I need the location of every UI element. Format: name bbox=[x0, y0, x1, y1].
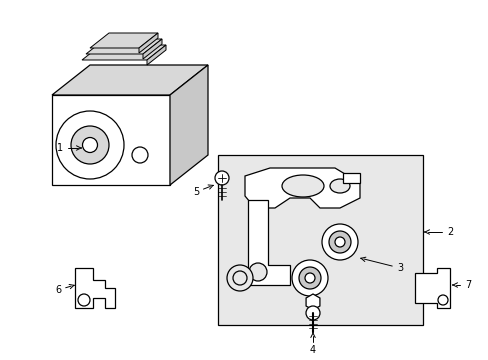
Circle shape bbox=[328, 231, 350, 253]
Ellipse shape bbox=[71, 126, 109, 164]
Text: 6: 6 bbox=[55, 285, 61, 295]
Polygon shape bbox=[244, 168, 359, 208]
Text: 3: 3 bbox=[396, 263, 402, 273]
Text: 1: 1 bbox=[57, 143, 63, 153]
Circle shape bbox=[232, 271, 246, 285]
Polygon shape bbox=[414, 268, 449, 308]
Text: 4: 4 bbox=[309, 345, 315, 355]
Circle shape bbox=[226, 265, 252, 291]
Ellipse shape bbox=[282, 175, 324, 197]
Polygon shape bbox=[75, 268, 115, 308]
Circle shape bbox=[78, 294, 90, 306]
Polygon shape bbox=[247, 200, 289, 285]
Text: 7: 7 bbox=[464, 280, 470, 290]
Bar bbox=[218, 155, 422, 325]
Polygon shape bbox=[86, 39, 162, 54]
Polygon shape bbox=[305, 294, 319, 310]
Ellipse shape bbox=[82, 138, 97, 153]
Circle shape bbox=[298, 267, 320, 289]
Polygon shape bbox=[52, 65, 207, 95]
Circle shape bbox=[321, 224, 357, 260]
Circle shape bbox=[305, 273, 314, 283]
Text: 5: 5 bbox=[192, 187, 199, 197]
Circle shape bbox=[291, 260, 327, 296]
Text: 2: 2 bbox=[446, 227, 452, 237]
Circle shape bbox=[305, 306, 319, 320]
Circle shape bbox=[215, 171, 228, 185]
Ellipse shape bbox=[56, 111, 124, 179]
Polygon shape bbox=[139, 33, 158, 53]
Polygon shape bbox=[170, 65, 207, 185]
Polygon shape bbox=[52, 95, 170, 185]
Polygon shape bbox=[342, 173, 359, 183]
Polygon shape bbox=[147, 45, 165, 65]
Polygon shape bbox=[142, 39, 162, 59]
Circle shape bbox=[334, 237, 345, 247]
Circle shape bbox=[248, 263, 266, 281]
Circle shape bbox=[132, 147, 148, 163]
Circle shape bbox=[437, 295, 447, 305]
Polygon shape bbox=[82, 45, 165, 60]
Polygon shape bbox=[90, 33, 158, 48]
Ellipse shape bbox=[329, 179, 349, 193]
